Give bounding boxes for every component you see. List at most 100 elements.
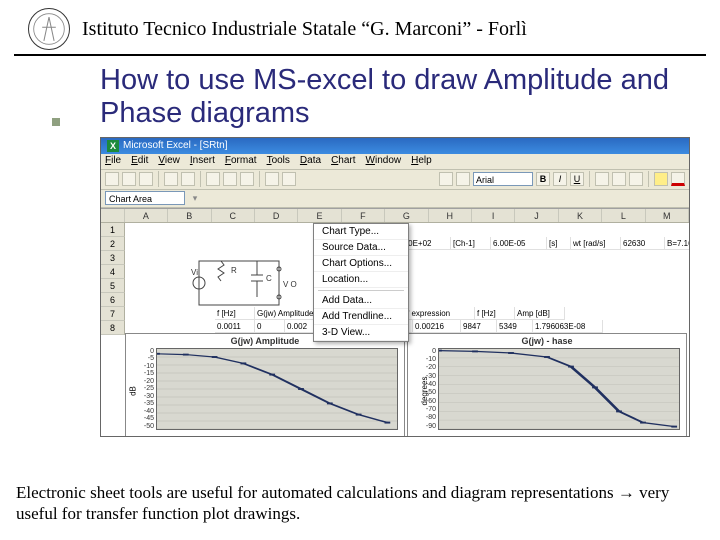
menu-insert[interactable]: Insert [190, 155, 215, 168]
toolbar-standard[interactable]: Arial B I U [101, 170, 689, 190]
col-header-I[interactable]: I [472, 209, 515, 222]
menubar[interactable]: File Edit View Insert Format Tools Data Chart Wi… [101, 154, 689, 170]
fill-color-icon[interactable] [654, 172, 668, 186]
cell[interactable]: f [Hz] [475, 307, 515, 320]
menu-item[interactable]: Add Trendline... [314, 309, 408, 325]
school-logo [28, 8, 70, 50]
preview-icon[interactable] [181, 172, 195, 186]
menu-help[interactable]: Help [411, 155, 432, 168]
menu-format[interactable]: Format [225, 155, 257, 168]
col-header-B[interactable]: B [168, 209, 211, 222]
col-header-F[interactable]: F [342, 209, 385, 222]
cut-icon[interactable] [206, 172, 220, 186]
copy-icon[interactable] [223, 172, 237, 186]
row-header-4[interactable]: 4 [101, 265, 125, 279]
cell[interactable]: 62630 [621, 237, 665, 250]
chart-menu-dropdown[interactable]: Chart Type...Source Data...Chart Options… [313, 223, 409, 342]
chart-icon[interactable] [439, 172, 453, 186]
col-header-G[interactable]: G [385, 209, 428, 222]
col-header-C[interactable]: C [212, 209, 255, 222]
menu-item[interactable]: Location... [314, 272, 408, 288]
underline-icon[interactable]: U [570, 172, 584, 186]
save-icon[interactable] [139, 172, 153, 186]
slide-title: How to use MS-excel to draw Amplitude an… [0, 56, 720, 137]
cell[interactable]: 0 [255, 320, 285, 333]
col-header-K[interactable]: K [559, 209, 602, 222]
sort-icon[interactable] [456, 172, 470, 186]
menu-item[interactable]: Chart Type... [314, 224, 408, 240]
col-header-E[interactable]: E [298, 209, 341, 222]
bullet-icon [52, 118, 60, 126]
amplitude-chart[interactable]: G(jw) Amplitude 0-5-10-15-20-25-30-35-40… [125, 333, 405, 437]
menu-data[interactable]: Data [300, 155, 321, 168]
row-header-3[interactable]: 3 [101, 251, 125, 265]
cell[interactable]: 0.002 [285, 320, 315, 333]
cell[interactable]: 5349 [497, 320, 533, 333]
menu-tools[interactable]: Tools [267, 155, 290, 168]
menu-view[interactable]: View [158, 155, 180, 168]
menu-window[interactable]: Window [366, 155, 402, 168]
redo-icon[interactable] [282, 172, 296, 186]
menu-edit[interactable]: Edit [131, 155, 148, 168]
cell[interactable]: 9847 [461, 320, 497, 333]
name-box[interactable]: Chart Area [105, 191, 185, 205]
row-header-6[interactable]: 6 [101, 293, 125, 307]
institution-name: Istituto Tecnico Industriale Statale “G.… [82, 18, 527, 41]
cell[interactable]: 0.0011 [215, 320, 255, 333]
amplitude-plot-area [156, 348, 398, 430]
svg-text:V O: V O [283, 280, 297, 289]
spreadsheet-grid[interactable]: ABCDEFGHIJKLM Chart Type...Source Data..… [101, 208, 689, 437]
cell[interactable]: 1.796063E-08 [533, 320, 603, 333]
menu-file[interactable]: File [105, 155, 121, 168]
paste-icon[interactable] [240, 172, 254, 186]
cell[interactable]: f expression [405, 307, 475, 320]
row-header-1[interactable]: 1 [101, 223, 125, 237]
bold-icon[interactable]: B [536, 172, 550, 186]
print-icon[interactable] [164, 172, 178, 186]
formula-bar: Chart Area ▾ [101, 190, 689, 208]
col-header-L[interactable]: L [602, 209, 645, 222]
svg-text:Vi: Vi [191, 268, 198, 277]
window-titlebar: X Microsoft Excel - [SRtn] [101, 138, 689, 154]
column-headers[interactable]: ABCDEFGHIJKLM [101, 209, 689, 223]
col-header-A[interactable]: A [125, 209, 168, 222]
excel-icon: X [107, 140, 119, 152]
col-header-H[interactable]: H [429, 209, 472, 222]
align-center-icon[interactable] [612, 172, 626, 186]
cell[interactable]: [Ch-1] [451, 237, 491, 250]
phase-plot-area [438, 348, 680, 430]
align-left-icon[interactable] [595, 172, 609, 186]
col-header-D[interactable]: D [255, 209, 298, 222]
menu-item[interactable]: Source Data... [314, 240, 408, 256]
cell[interactable]: wt [rad/s] [571, 237, 621, 250]
excel-screenshot: X Microsoft Excel - [SRtn] File Edit View I… [100, 137, 690, 437]
open-icon[interactable] [122, 172, 136, 186]
slide-header: Istituto Tecnico Industriale Statale “G.… [14, 0, 706, 56]
align-right-icon[interactable] [629, 172, 643, 186]
row-header-5[interactable]: 5 [101, 279, 125, 293]
undo-icon[interactable] [265, 172, 279, 186]
col-header-M[interactable]: M [646, 209, 689, 222]
window-title: Microsoft Excel - [SRtn] [123, 140, 227, 151]
phase-chart[interactable]: G(jw) - hase 0-10-20-30-40-50-60-70-80-9… [407, 333, 687, 437]
menu-chart[interactable]: Chart [331, 155, 355, 168]
cell[interactable]: 0.00216 [413, 320, 461, 333]
menu-item[interactable]: 3-D View... [314, 325, 408, 341]
col-header-J[interactable]: J [515, 209, 558, 222]
cell[interactable]: 6.00E-05 [491, 237, 547, 250]
cell[interactable]: B=7.168943 [665, 237, 690, 250]
cell[interactable]: [s] [547, 237, 571, 250]
font-selector[interactable]: Arial [473, 172, 533, 186]
footer-text: Electronic sheet tools are useful for au… [16, 483, 704, 524]
font-color-icon[interactable] [671, 172, 685, 186]
row-header-7[interactable]: 7 [101, 307, 125, 321]
menu-item[interactable]: Chart Options... [314, 256, 408, 272]
new-icon[interactable] [105, 172, 119, 186]
menu-item[interactable]: Add Data... [314, 293, 408, 309]
row-header-2[interactable]: 2 [101, 237, 125, 251]
svg-text:R: R [231, 266, 237, 275]
cell[interactable]: f [Hz] [215, 307, 255, 320]
cell[interactable]: Amp [dB] [515, 307, 565, 320]
italic-icon[interactable]: I [553, 172, 567, 186]
row-header-8[interactable]: 8 [101, 321, 125, 335]
